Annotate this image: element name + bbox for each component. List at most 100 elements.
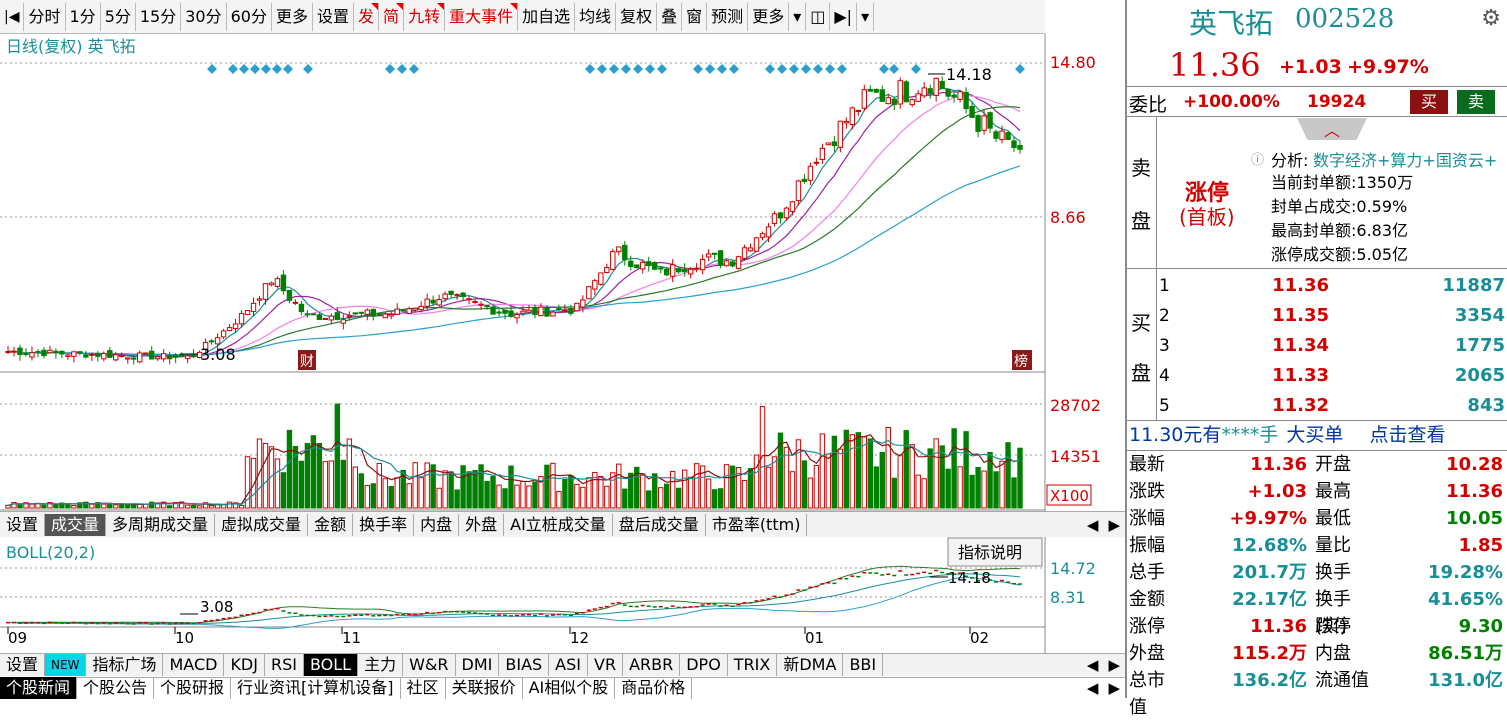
stock-title: 英飞拓 002528 ⚙ [1127,0,1507,40]
tab-item[interactable]: BBI [843,654,884,676]
tab-item[interactable]: 设置 [0,654,46,676]
chevron-up-icon[interactable]: ︿ [1324,121,1341,140]
volume-bar [274,458,281,509]
tab-item[interactable]: 行业资讯[计算机设备] [231,677,401,699]
scroll-left-icon[interactable]: ◀ [1086,656,1099,674]
tab-item[interactable]: 主力 [358,654,404,676]
toolbar-item[interactable]: 预测 [707,2,749,31]
toolbar-item[interactable]: 均线 [575,2,617,31]
tab-item[interactable]: 金额 [308,513,354,536]
candle-body [640,261,646,270]
big-order-row[interactable]: 11.30元有****手 大买单 点击查看 [1127,421,1507,451]
scroll-left-icon[interactable]: ◀ [1086,515,1099,534]
tab-item[interactable]: AI立桩成交量 [504,513,613,536]
candle-body [334,312,341,320]
bid-level[interactable]: 1 11.36 11887 [1159,275,1505,296]
tab-item[interactable]: 社区 [401,677,446,699]
tab-item[interactable]: NEW [45,654,87,676]
toolbar-item[interactable]: 发 [354,2,380,31]
toolbar-item[interactable]: 5分 [101,2,136,31]
settings-gear-icon[interactable]: ⚙ [1481,6,1501,31]
volume-bar [795,439,802,509]
tab-item[interactable]: VR [588,654,624,676]
buy-button[interactable]: 买 [1410,90,1448,114]
toolbar-item[interactable]: 1分 [66,2,101,31]
tab-item[interactable]: 内盘 [414,513,460,536]
tab-item[interactable]: 外盘 [459,513,505,536]
scroll-right-icon[interactable]: ▶ [1108,515,1120,534]
bid-level[interactable]: 3 11.34 1775 [1159,335,1505,356]
toolbar-item[interactable]: 窗 [682,2,708,31]
toolbar-item[interactable]: 设置 [313,2,355,31]
dropdown-arrow-icon[interactable]: ▾ [789,2,807,31]
volume-bar [741,479,748,509]
tab-item[interactable]: TRIX [728,654,778,676]
pin-icon[interactable]: ◫ [806,2,831,31]
tab-item[interactable]: 新DMA [777,654,844,676]
toolbar-item[interactable]: 叠 [657,2,683,31]
tab-item[interactable]: AI相似个股 [523,677,616,699]
candle-body [460,292,466,298]
volume-bar [789,471,796,509]
bid-level[interactable]: 4 11.33 2065 [1159,365,1505,386]
info-icon[interactable]: ⓘ [1251,153,1265,168]
tab-item[interactable]: 盘后成交量 [613,513,706,536]
tab-item[interactable]: 个股公告 [77,677,155,699]
tab-item[interactable]: 个股新闻 [0,677,78,699]
signal-diamond [303,64,313,74]
tab-item[interactable]: MACD [163,654,225,676]
candle-body [723,260,730,267]
tab-item[interactable]: ARBR [623,654,681,676]
tab-item[interactable]: 商品价格 [615,677,693,699]
sell-button[interactable]: 卖 [1457,90,1495,114]
signal-diamond [825,64,835,74]
menu-arrow-icon[interactable]: ▾ [857,2,875,31]
tab-item[interactable]: 市盈率(ttm) [706,513,808,536]
collapse-tab[interactable] [1297,118,1367,140]
volume-bar [675,487,682,509]
toolbar-item[interactable]: 复权 [616,2,658,31]
first-icon[interactable]: |◀ [0,2,25,31]
signal-diamond [385,64,395,74]
tab-item[interactable]: KDJ [224,654,265,676]
tab-item[interactable]: 指标广场 [86,654,164,676]
tab-item[interactable]: 设置 [0,513,46,536]
tab-item[interactable]: BOLL [303,654,359,676]
candle-body [430,299,436,304]
toolbar-item[interactable]: 更多 [272,2,314,31]
tab-item[interactable]: ASI [549,654,588,676]
toolbar-item[interactable]: 重大事件 [445,2,519,31]
tab-item[interactable]: W&R [403,654,456,676]
toolbar-item[interactable]: 九转 [404,2,446,31]
next-icon[interactable]: ▶| [830,2,858,31]
scroll-left-icon[interactable]: ◀ [1086,679,1099,697]
tab-item[interactable]: DMI [456,654,500,676]
toolbar-item[interactable]: 更多 [748,2,790,31]
bid-level[interactable]: 5 11.32 843 [1159,395,1505,416]
tab-item[interactable]: 个股研报 [154,677,232,699]
tab-item[interactable]: BIAS [499,654,550,676]
analysis-concepts[interactable]: 数字经济+算力+国资云+ [1313,151,1498,170]
toolbar-item[interactable]: 分时 [24,2,66,31]
tab-item[interactable]: RSI [265,654,304,676]
toolbar-item[interactable]: 15分 [136,2,182,31]
scroll-right-icon[interactable]: ▶ [1108,679,1120,697]
volume-bar [951,428,957,509]
toolbar-item[interactable]: 30分 [181,2,227,31]
tab-item[interactable]: DPO [680,654,728,676]
tab-item[interactable]: 换手率 [353,513,415,536]
tab-item[interactable]: 虚拟成交量 [215,513,309,536]
toolbar-item[interactable]: 加自选 [518,2,576,31]
tab-item[interactable]: 成交量 [45,513,107,536]
bid-level[interactable]: 2 11.35 3354 [1159,305,1505,326]
toolbar-item[interactable]: 60分 [227,2,272,31]
scroll-right-icon[interactable]: ▶ [1108,656,1120,674]
kline-svg[interactable]: 日线(复权) 英飞拓 14.80 8.66 28702 14351 X100 BOLL(20… [0,34,1125,654]
volume-bar [592,471,598,509]
kline-chart-area[interactable]: 日线(复权) 英飞拓 14.80 8.66 28702 14351 X100 BOLL(20… [0,34,1125,654]
volume-bar [759,406,766,509]
toolbar-item[interactable]: 简 [379,2,405,31]
volume-bar [993,471,999,509]
tab-item[interactable]: 关联报价 [446,677,523,699]
tab-item[interactable]: 多周期成交量 [106,513,216,536]
